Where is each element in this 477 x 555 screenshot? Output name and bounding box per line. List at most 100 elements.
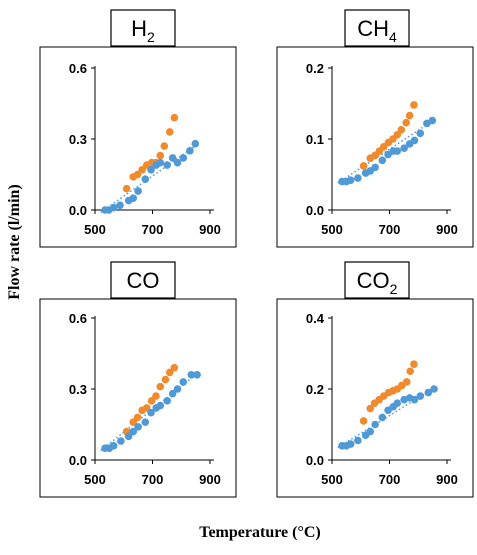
y-tick-label: 0.0 — [306, 203, 324, 218]
series-a-point — [406, 367, 415, 376]
series-b-point — [179, 154, 188, 162]
series-b-point — [393, 399, 402, 408]
series-b-point — [117, 437, 125, 445]
series-b-point — [430, 385, 438, 393]
series-b-point — [163, 397, 171, 405]
series-b-point — [410, 395, 419, 404]
y-tick-label: 0.0 — [306, 453, 324, 468]
series-a-point — [170, 363, 179, 372]
series-b-point — [187, 371, 196, 379]
x-tick-label: 700 — [379, 222, 401, 237]
chart-title-subscript: 2 — [147, 29, 155, 45]
chart-frame — [276, 298, 474, 498]
series-b-point — [354, 174, 362, 182]
chart-title-main: CO — [357, 268, 390, 293]
series-b-point — [366, 427, 375, 436]
series-a-point — [402, 118, 410, 127]
series-a-point — [152, 392, 160, 400]
series-a-point — [156, 151, 165, 160]
chart-title: CH4 — [357, 16, 397, 45]
series-b-point — [416, 129, 425, 138]
series-b-point — [400, 144, 408, 153]
y-axis-label: Flow rate (l/min) — [6, 184, 23, 300]
chart-title-subscript: 4 — [389, 29, 397, 45]
chart-title-main: CH — [357, 16, 389, 41]
series-a-point — [165, 128, 174, 136]
series-b-point — [354, 436, 362, 445]
chart-frame — [39, 298, 237, 498]
series-b-point — [134, 187, 142, 195]
series-b-point — [428, 116, 437, 125]
series-b-point — [156, 158, 165, 167]
series-a-point — [410, 360, 418, 368]
series-b-point — [129, 427, 138, 436]
y-tick-label: 0.3 — [69, 382, 87, 397]
series-b-point — [141, 175, 150, 184]
chart-panel-2: CH4 0.0 0.1 0.2 500 700 900 — [276, 9, 474, 248]
chart-frame — [276, 46, 474, 248]
x-tick-label: 500 — [84, 222, 106, 237]
y-tick-label: 0.6 — [69, 311, 87, 326]
chart-panel-3: CO 0.0 0.3 0.6 500 700 900 — [39, 261, 237, 498]
chart-title-box — [110, 9, 176, 47]
series-a-point — [170, 113, 179, 122]
series-b-point — [346, 440, 355, 448]
y-tick-label: 0.1 — [306, 132, 324, 147]
chart-frame — [39, 46, 237, 248]
chart-title-main: H — [131, 16, 147, 41]
series-a-point — [397, 125, 406, 134]
x-tick-label: 500 — [321, 222, 343, 237]
x-tick-label: 900 — [199, 472, 221, 487]
series-b-point — [109, 203, 118, 212]
chart-title-box — [110, 261, 176, 299]
x-tick-label: 900 — [199, 222, 221, 237]
series-b-point — [147, 165, 155, 174]
x-tick-label: 900 — [436, 222, 458, 237]
series-b-point — [410, 136, 419, 145]
series-b-point — [371, 163, 379, 172]
y-tick-label: 0.4 — [306, 311, 325, 326]
series-a-point — [359, 417, 368, 425]
series-b-point — [424, 388, 433, 397]
x-tick-label: 500 — [321, 472, 343, 487]
series-b-point — [179, 378, 188, 386]
x-tick-label: 500 — [84, 472, 106, 487]
chart-title-box — [344, 9, 410, 47]
y-tick-label: 0.0 — [69, 453, 87, 468]
series-b-point — [129, 194, 138, 202]
y-tick-label: 0.2 — [306, 61, 324, 76]
series-b-point — [109, 442, 118, 450]
chart-title: H2 — [131, 16, 155, 45]
series-b-point — [163, 161, 171, 169]
y-tick-label: 0.2 — [306, 382, 324, 397]
series-a-point — [133, 170, 142, 179]
trend-line — [337, 118, 436, 184]
series-b-point — [141, 418, 150, 426]
series-a-point — [359, 162, 368, 170]
chart-title-main: CO — [127, 268, 160, 293]
x-tick-label: 700 — [379, 472, 401, 487]
chart-title: CO2 — [357, 268, 398, 297]
series-b-point — [124, 432, 133, 441]
trend-line — [100, 143, 199, 213]
series-a-point — [366, 404, 375, 413]
x-axis-label: Temperature (°C) — [199, 524, 321, 541]
series-a-point — [160, 142, 169, 150]
series-a-point — [161, 375, 170, 384]
series-b-point — [173, 158, 182, 167]
series-a-point — [138, 165, 146, 174]
series-a-point — [405, 111, 414, 120]
series-a-point — [165, 368, 174, 377]
y-tick-label: 0.0 — [69, 203, 87, 218]
y-tick-label: 0.6 — [69, 61, 87, 76]
series-b-point — [156, 401, 165, 410]
series-b-point — [416, 392, 425, 400]
series-b-point — [168, 389, 177, 398]
series-b-point — [147, 408, 155, 417]
chart-title: CO — [127, 268, 160, 293]
series-a-point — [410, 101, 418, 109]
series-b-point — [134, 423, 142, 431]
chart-panel-4: CO2 0.0 0.2 0.4 500 700 900 — [276, 261, 474, 498]
series-b-point — [173, 385, 182, 393]
